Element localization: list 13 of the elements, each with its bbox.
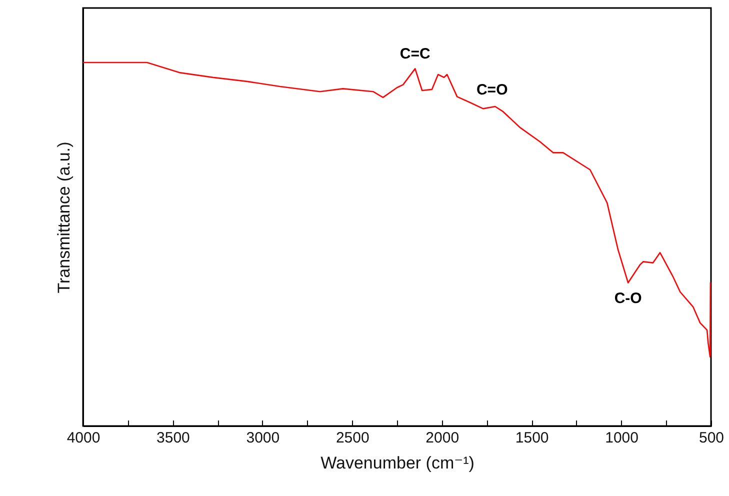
annotation: C=C <box>400 46 430 63</box>
x-axis-title: Wavenumber (cm⁻¹) <box>320 454 474 472</box>
x-tick-label: 2000 <box>426 430 460 446</box>
x-tick-label: 3000 <box>246 430 280 446</box>
x-tick-label: 1000 <box>605 430 638 446</box>
x-tick-label: 2500 <box>336 430 370 446</box>
y-axis-title: Transmittance (a.u.) <box>54 142 74 294</box>
x-tick-label: 1500 <box>515 430 549 446</box>
x-tick-label: 500 <box>698 430 724 446</box>
annotation: C-O <box>614 290 642 307</box>
x-tick-label: 4000 <box>66 430 100 446</box>
x-tick-label: 3500 <box>156 430 190 446</box>
annotation: C=O <box>476 82 508 99</box>
